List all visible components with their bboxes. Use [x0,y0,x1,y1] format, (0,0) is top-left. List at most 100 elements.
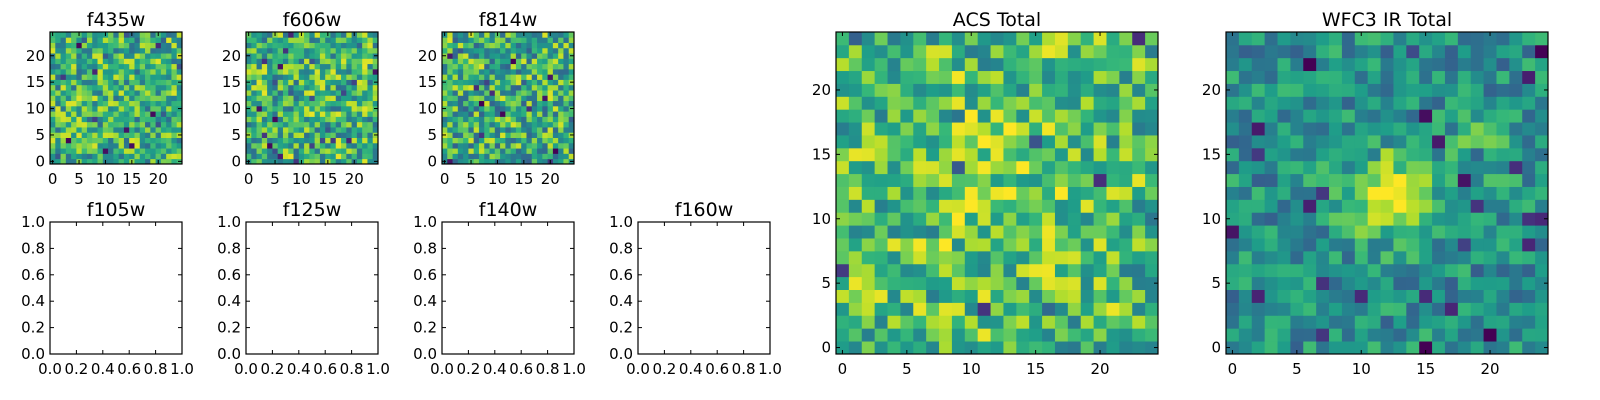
heatmap-cell [346,90,352,96]
heatmap-cell [60,63,67,70]
heatmap-cell [293,127,300,133]
heatmap-cell [1003,32,1017,46]
heatmap-cell [1367,83,1381,97]
heatmap-cell [314,79,321,86]
heatmap-cell [463,58,469,65]
heatmap-cell [951,315,966,329]
heatmap-cell [537,127,543,133]
heatmap-cell [1054,263,1069,278]
heatmap-cell [118,105,125,112]
heatmap-cell [926,122,940,136]
heatmap-cell [1496,238,1510,252]
heatmap-cell [836,83,850,97]
heatmap-cell [139,53,146,59]
heatmap-cell [1483,83,1497,97]
heatmap-cell [939,212,953,226]
heatmap-cell [277,100,284,107]
heatmap-cell [65,79,72,86]
axes-frame [49,31,183,165]
heatmap-cell [92,105,98,112]
heatmap-cell [71,68,77,75]
heatmap-cell [134,58,141,65]
heatmap-cell [836,238,850,252]
heatmap-cell [442,90,448,96]
heatmap-cell [1393,32,1407,46]
heatmap-cell [1016,212,1030,226]
y-tick-label: 20 [812,81,831,99]
heatmap-cell [447,58,453,65]
heatmap-cell [887,147,901,162]
heatmap-cell [1119,302,1133,316]
heatmap-cell [319,84,326,91]
heatmap-cell [939,173,953,187]
heatmap-cell [1470,135,1484,149]
heatmap-cell [155,153,162,160]
heatmap-cell [1444,147,1459,162]
heatmap-cell [97,116,104,123]
heatmap-cell [1496,302,1510,316]
heatmap-cell [171,37,178,43]
heatmap-cell [836,147,850,162]
heatmap-cell [526,132,533,138]
heatmap-cell [150,47,156,54]
heatmap-cell [346,32,352,38]
heatmap-cell [552,158,559,165]
heatmap-cell [468,111,475,117]
heatmap-cell [558,58,564,65]
heatmap-cell [171,32,178,38]
heatmap-cell [563,84,570,91]
heatmap-cell [568,84,575,91]
heatmap-cell [505,53,512,59]
heatmap-cell [171,42,178,49]
heatmap-cell [1354,199,1369,213]
heatmap-cell [356,53,363,59]
heatmap-cell [1042,96,1056,110]
heatmap-cell [568,127,575,133]
heatmap-cell [484,79,490,86]
heatmap-cell [129,63,135,70]
heatmap-cell [1054,328,1069,342]
heatmap-cell [50,74,56,80]
heatmap-cell [473,90,480,96]
heatmap-cell [964,96,979,110]
heatmap-cell [282,63,289,70]
panel-title: f105w [87,199,146,221]
heatmap-cell [836,225,850,239]
heatmap-cell [71,132,77,138]
x-tick-label: 0 [244,170,254,188]
heatmap-cell [1067,238,1082,252]
heatmap-cell [1303,122,1317,136]
heatmap-cell [531,142,538,149]
heatmap-cell [1132,173,1146,187]
heatmap-cell [176,148,183,154]
heatmap-cell [1419,276,1433,290]
heatmap-cell [86,127,93,133]
heatmap-cell [86,90,93,96]
heatmap-cell [346,132,352,138]
heatmap-cell [102,47,109,54]
heatmap-cell [298,53,305,59]
heatmap-cell [473,37,480,43]
heatmap-cell [939,263,953,278]
heatmap-cell [356,132,363,138]
heatmap-cell [298,42,305,49]
heatmap-cell [887,160,901,175]
heatmap-cell [113,105,120,112]
heatmap-cell [887,328,901,342]
heatmap-cell [447,84,453,91]
heatmap-cell [558,95,564,102]
heatmap-cell [964,302,979,316]
heatmap-cell [1145,109,1159,123]
heatmap-cell [160,95,167,102]
heatmap-cell [71,121,77,128]
heatmap-cell [97,142,104,149]
heatmap-cell [1522,135,1536,149]
heatmap-cell [836,160,850,175]
heatmap-cell [1406,135,1420,149]
heatmap-cell [1029,302,1043,316]
heatmap-cell [468,63,475,70]
heatmap-cell [452,127,459,133]
heatmap-cell [977,328,991,342]
heatmap-cell [1470,122,1484,136]
heatmap-cell [86,111,93,117]
